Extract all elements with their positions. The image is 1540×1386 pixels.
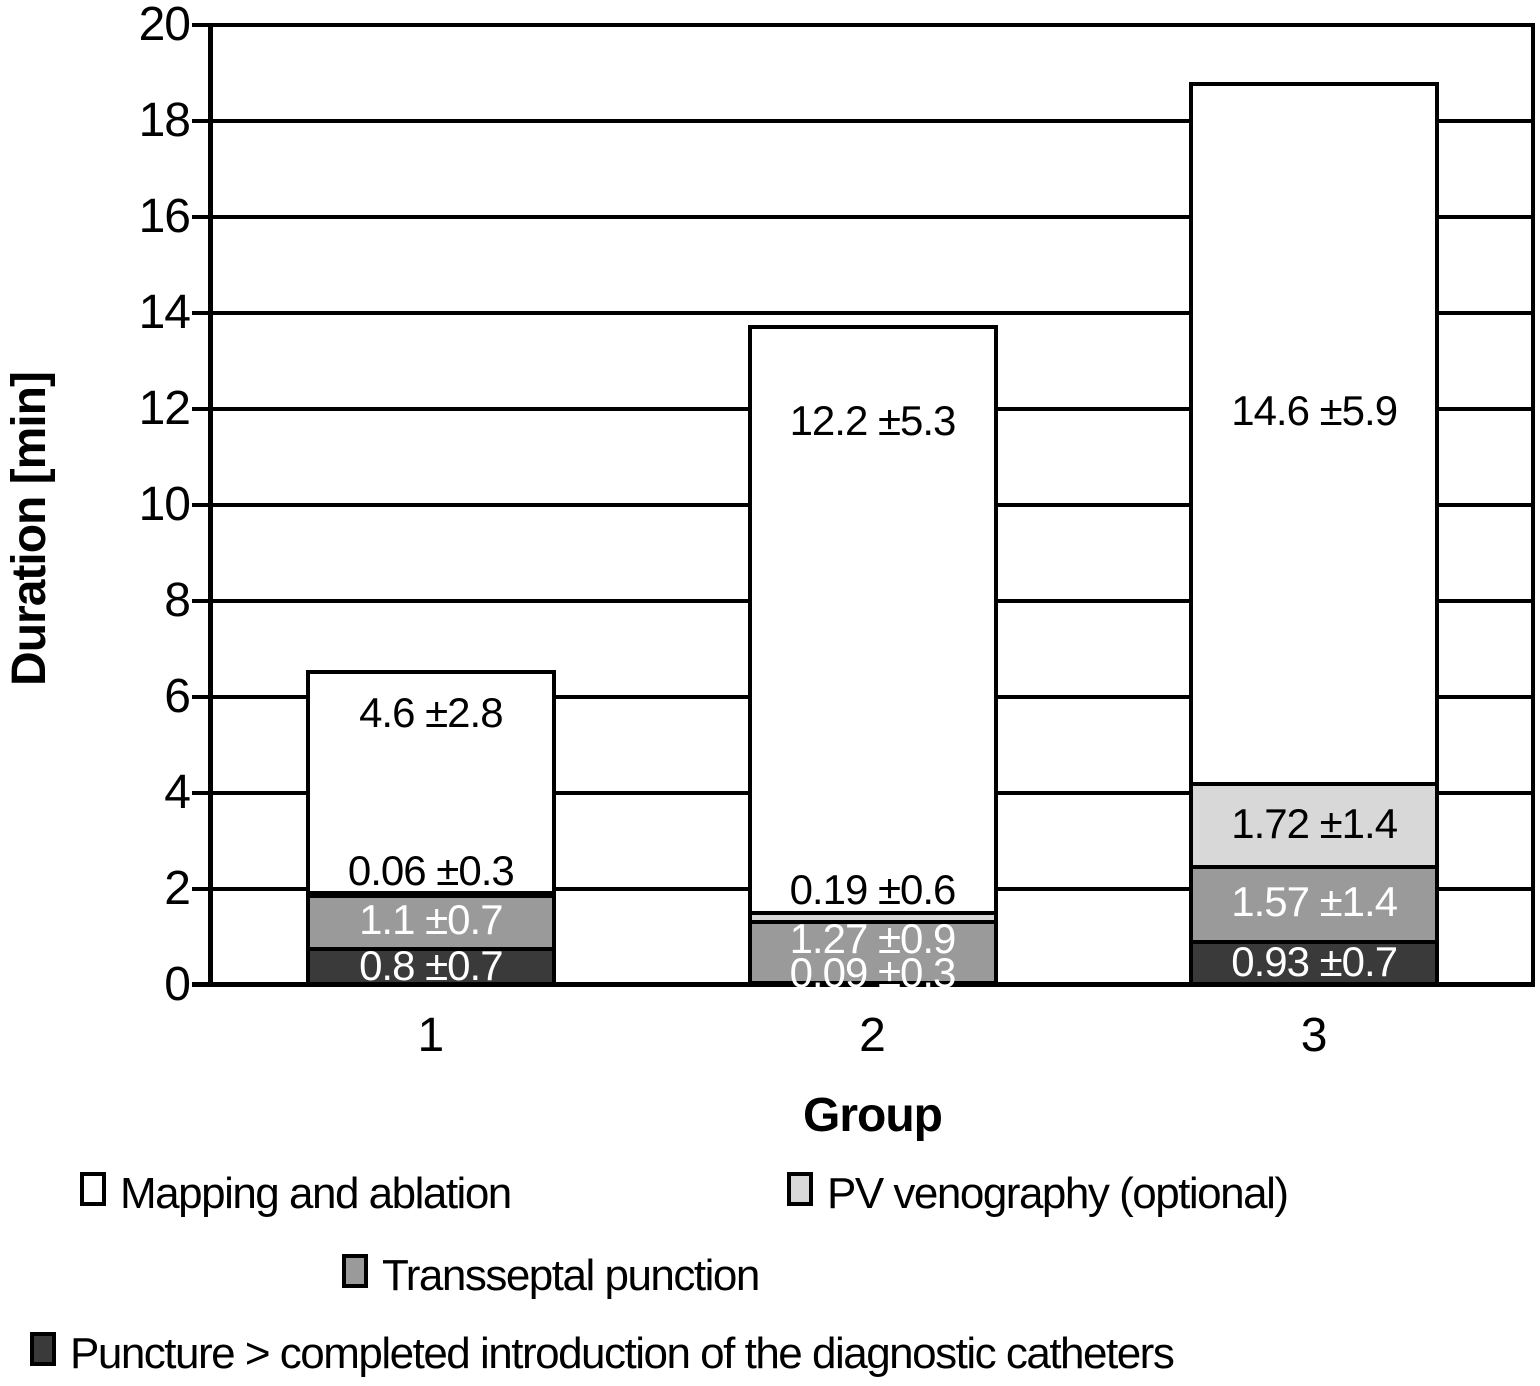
bar-segment-group3-series3 (1189, 81, 1440, 783)
legend-label: Transseptal punction (382, 1251, 760, 1300)
legend-item-pv-venography: PV venography (optional) (787, 1169, 1289, 1218)
y-tick-label-6: 6 (164, 670, 191, 723)
bar-segment-group3-series2 (1189, 782, 1440, 865)
x-tick-label-1: 1 (417, 1009, 445, 1062)
y-tick-label-16: 16 (138, 190, 191, 243)
bar-value-label-group1-series3: 4.6 ±2.8 (359, 689, 504, 737)
bar-value-label-group1-series2: 0.06 ±0.3 (347, 846, 515, 894)
y-tick-label-2: 2 (164, 862, 191, 915)
y-tick-label-20: 20 (138, 0, 191, 51)
gridline-y-14 (192, 311, 1535, 315)
bar-value-label-group3-series2: 1.72 ±1.4 (1231, 799, 1398, 847)
bar-segment-group1-series1 (305, 893, 556, 947)
legend-label: PV venography (optional) (827, 1169, 1289, 1218)
legend-swatch-dark-gray (30, 1332, 56, 1366)
bar-value-label-group2-series0: 0.09 ±0.3 (789, 949, 957, 996)
gridline-y-16 (192, 215, 1535, 219)
y-tick-label-18: 18 (138, 94, 191, 147)
y-tick-label-12: 12 (138, 382, 191, 435)
bar-value-label-group2-series3: 12.2 ±5.3 (789, 397, 957, 444)
bar-segment-group1-series2 (305, 889, 556, 894)
bar-value-label-group3-series1: 1.57 ±1.4 (1231, 878, 1398, 926)
bar-value-label-group1-series0: 0.8 ±0.7 (359, 941, 504, 989)
right-frame-line (1531, 25, 1535, 985)
y-axis-line (208, 25, 213, 987)
x-tick-label-3: 3 (1300, 1009, 1328, 1062)
bar-value-label-group3-series0: 0.93 ±0.7 (1231, 938, 1398, 986)
bar-value-label-group3-series3: 14.6 ±5.9 (1231, 387, 1398, 435)
y-tick-label-8: 8 (164, 574, 191, 627)
gridline-y-18 (192, 119, 1535, 123)
y-tick-label-14: 14 (138, 286, 191, 339)
bar-segment-group3-series0 (1189, 940, 1440, 985)
y-tick-label-0: 0 (164, 958, 191, 1011)
gridline-y-20 (192, 23, 1535, 27)
legend-item-transseptal-punction: Transseptal punction (342, 1251, 760, 1300)
bar-value-label-group2-series2: 0.19 ±0.6 (789, 866, 957, 914)
bar-segment-group1-series3 (305, 670, 556, 891)
bar-segment-group1-series0 (305, 946, 556, 985)
plot-area: 0.8 ±0.7 1.1 ±0.7 0.06 ±0.3 4.6 ±2.8 0.09 ±0… (192, 23, 1535, 994)
legend-label: Puncture > completed introduction of the… (70, 1329, 1175, 1378)
legend-swatch-light-gray (787, 1172, 813, 1206)
x-axis-title: Group (803, 1089, 943, 1142)
bar-value-label-group1-series1: 1.1 ±0.7 (359, 896, 504, 944)
legend-item-mapping-and-ablation: Mapping and ablation (80, 1169, 512, 1218)
legend-swatch-medium-gray (342, 1254, 368, 1288)
legend-label: Mapping and ablation (120, 1169, 512, 1218)
y-tick-label-10: 10 (138, 478, 191, 531)
bar-segment-group2-series2 (747, 910, 998, 920)
bar-segment-group2-series3 (747, 325, 998, 911)
x-tick-label-2: 2 (859, 1009, 886, 1062)
bar-segment-group3-series1 (1189, 865, 1440, 941)
y-tick-label-4: 4 (164, 766, 191, 819)
bar-segment-group2-series1 (747, 919, 998, 981)
x-axis-line (192, 982, 1535, 987)
legend-swatch-white (80, 1172, 106, 1206)
bar-value-label-group2-series1: 1.27 ±0.9 (789, 915, 957, 963)
legend-item-puncture-introduction: Puncture > completed introduction of the… (30, 1329, 1175, 1378)
